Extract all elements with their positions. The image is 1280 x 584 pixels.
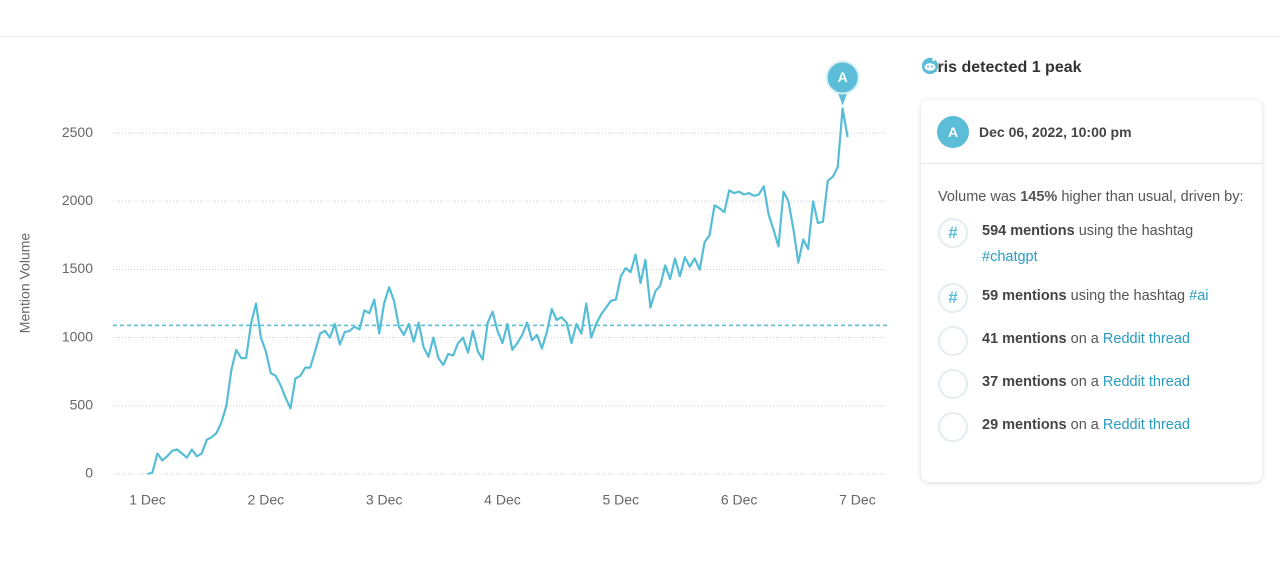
summary-highlight: 145% [1020, 189, 1058, 205]
driver-text: 41 mentions on a Reddit thread [982, 326, 1190, 352]
peak-marker: A [825, 60, 860, 106]
summary-prefix: Volume was [938, 189, 1017, 205]
chart: Mention Volume 0 500 1000 1500 2000 2500 1 Dec… [17, 60, 887, 508]
driver-icon: # [938, 283, 968, 313]
y-tick-label: 500 [70, 397, 94, 413]
y-tick-label: 0 [85, 465, 93, 481]
driver: 41 mentions on a Reddit thread [922, 58, 1246, 356]
card-header: A Dec 06, 2022, 10:00 pm [921, 100, 1262, 164]
series-line [147, 107, 849, 476]
driver-icon [922, 58, 968, 442]
driver-count: 37 mentions [982, 374, 1067, 390]
peak-label: A [838, 69, 848, 85]
x-tick-label: 5 Dec [602, 492, 639, 508]
peak-panel: Iris detected 1 peak A Dec 06, 2022, 10:… [921, 56, 1262, 482]
x-tick-label: 1 Dec [129, 492, 166, 508]
driver: 37 mentions on a Reddit thread [922, 58, 1246, 399]
driver-desc: on a [1070, 374, 1099, 390]
x-tick-label: 7 Dec [839, 492, 876, 508]
peak-badge: A [937, 115, 969, 148]
driver: #59 mentions using the hashtag #ai [938, 283, 1246, 313]
x-tick-label: 4 Dec [484, 492, 521, 508]
summary-suffix: higher than usual, driven by: [1061, 189, 1244, 205]
driver-count: 59 mentions [982, 288, 1067, 304]
driver-text: 594 mentions using the hashtag #chatgpt [982, 218, 1246, 270]
driver: 29 mentions on a Reddit thread [922, 58, 1246, 442]
reddit-icon [922, 58, 938, 74]
driver-icon [922, 58, 968, 399]
driver-text: 59 mentions using the hashtag #ai [982, 283, 1209, 309]
header-divider [0, 36, 1280, 37]
x-tick-label: 3 Dec [366, 492, 403, 508]
driver: #594 mentions using the hashtag #chatgpt [938, 218, 1246, 270]
driver-desc: on a [1070, 417, 1099, 433]
peak-pin-head [825, 60, 860, 95]
driver-count: 594 mentions [982, 223, 1075, 239]
driver-icon [922, 58, 968, 356]
driver-link[interactable]: Reddit thread [1102, 417, 1190, 433]
driver-count: 29 mentions [982, 417, 1067, 433]
x-tick-label: 6 Dec [721, 492, 758, 508]
driver-icon: # [938, 218, 968, 248]
peak-date: Dec 06, 2022, 10:00 pm [979, 123, 1132, 140]
driver-count: 41 mentions [982, 331, 1067, 347]
y-tick-label: 1000 [62, 328, 93, 344]
x-tick-label: 2 Dec [248, 492, 285, 508]
peak-card: A Dec 06, 2022, 10:00 pm Volume was 145%… [921, 58, 1262, 482]
card-body: Volume was 145% higher than usual, drive… [921, 58, 1262, 442]
driver-desc: using the hashtag [1078, 223, 1194, 239]
driver-text: 37 mentions on a Reddit thread [982, 369, 1190, 395]
y-tick-label: 2000 [62, 192, 93, 208]
y-axis-label: Mention Volume [17, 233, 33, 334]
y-tick-label: 1500 [62, 260, 93, 276]
driver-link[interactable]: Reddit thread [1102, 374, 1190, 390]
summary: Volume was 145% higher than usual, drive… [938, 184, 1246, 210]
driver-link[interactable]: Reddit thread [1102, 331, 1190, 347]
y-tick-label: 2500 [62, 124, 93, 140]
driver-text: 29 mentions on a Reddit thread [982, 412, 1190, 438]
driver-link[interactable]: #ai [1189, 288, 1209, 304]
driver-link[interactable]: #chatgpt [982, 249, 1038, 265]
panel-title: Iris detected 1 peak [933, 59, 1082, 76]
driver-desc: using the hashtag [1070, 288, 1186, 304]
driver-desc: on a [1070, 331, 1099, 347]
